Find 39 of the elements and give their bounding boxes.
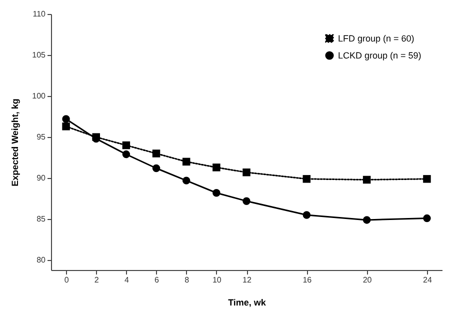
- y-tick-label: 110: [32, 10, 46, 18]
- y-tick-label: 85: [36, 214, 46, 224]
- y-tick-label: 90: [36, 174, 46, 183]
- point: [362, 216, 371, 224]
- point: [152, 150, 160, 158]
- point: [212, 164, 220, 172]
- y-tick-label: 100: [32, 92, 46, 101]
- point: [302, 211, 311, 219]
- x-tick-label: 24: [423, 276, 432, 284]
- x-axis-title: Time, wk: [228, 298, 267, 308]
- x-tick-label: 20: [362, 276, 372, 284]
- y-tick-label: 95: [36, 132, 46, 142]
- point: [182, 158, 190, 166]
- point: [423, 214, 431, 222]
- x-tick-label: 0: [64, 276, 70, 284]
- x-tick-label: 6: [154, 276, 160, 284]
- y-tick-label: 80: [36, 256, 46, 265]
- x-tick-label: 2: [94, 276, 100, 284]
- point: [242, 168, 250, 176]
- point: [152, 164, 160, 172]
- x-tick-label: 10: [212, 276, 222, 284]
- legend-label: LCKD group (n = 59): [338, 50, 422, 60]
- point: [362, 176, 371, 184]
- y-axis-title: Expected Weight, kg: [10, 98, 20, 186]
- point: [62, 115, 70, 123]
- point: [62, 122, 70, 130]
- point: [242, 197, 250, 205]
- x-tick-label: 8: [184, 276, 190, 284]
- point: [423, 175, 431, 183]
- x-tick-label: 12: [242, 276, 252, 284]
- x-tick-label: 4: [124, 276, 130, 284]
- x-tick-label: 16: [302, 276, 312, 284]
- point: [122, 141, 130, 150]
- point: [212, 189, 220, 197]
- point: [182, 176, 190, 184]
- legend-label: LFD group (n = 60): [338, 34, 414, 44]
- point: [122, 150, 130, 158]
- y-tick-label: 105: [32, 50, 46, 60]
- point: [302, 175, 311, 183]
